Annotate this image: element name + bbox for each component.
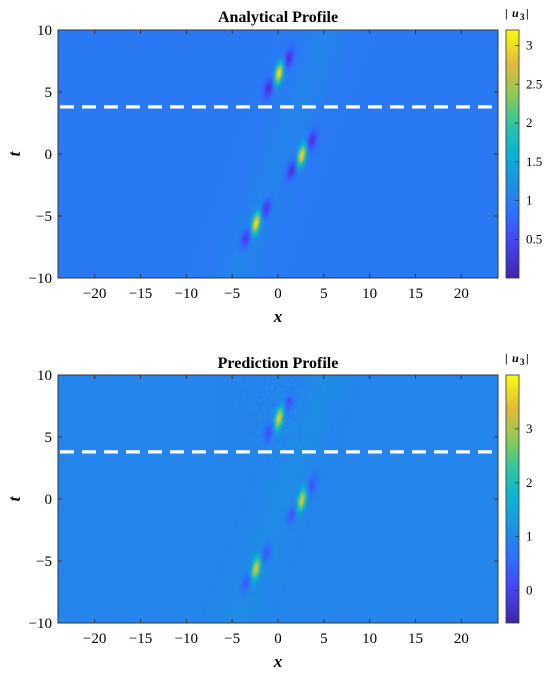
x-tick-label: 5 [320, 631, 328, 647]
x-tick-label: −10 [175, 631, 198, 647]
x-tick-label: 10 [362, 286, 377, 302]
colorbar-tick-label: 2.5 [526, 76, 542, 91]
y-axis-label: t [5, 495, 24, 501]
svg-text:|: | [526, 351, 529, 365]
panel-analytical: Analytical Profile −20 −15 −10 −5 0 5 10 15 20 −… [5, 6, 542, 326]
y-tick-label: 0 [45, 492, 53, 508]
colorbar-tick-label: 3 [526, 38, 533, 53]
y-tick-label: 10 [37, 23, 52, 39]
x-ticks: −20 −15 −10 −5 0 5 10 15 20 [83, 30, 469, 302]
x-tick-label: −15 [129, 631, 152, 647]
panel-title: Analytical Profile [218, 9, 338, 26]
x-tick-label: −20 [83, 286, 106, 302]
x-tick-label: 15 [408, 631, 423, 647]
x-axis-label: x [273, 307, 283, 326]
x-tick-label: 20 [454, 631, 469, 647]
x-tick-label: 10 [362, 631, 377, 647]
colorbar-tick-label: 0.5 [526, 231, 542, 246]
colorbar-tick-label: 3 [526, 421, 533, 436]
panel-title: Prediction Profile [218, 355, 339, 372]
svg-text:3: 3 [520, 357, 525, 367]
y-tick-label: 0 [45, 147, 53, 163]
x-axis-label: x [273, 652, 283, 671]
colorbar-ticks: 0 1 2 3 [515, 421, 533, 598]
colorbar-tick-label: 1 [526, 529, 533, 544]
heatmap-image [58, 30, 498, 278]
x-tick-label: 0 [274, 286, 282, 302]
svg-text:|: | [526, 6, 529, 20]
colorbar-tick-label: 1.5 [526, 154, 542, 169]
colorbar-tick-label: 0 [526, 583, 533, 598]
y-tick-label: −10 [29, 271, 52, 287]
svg-text:|: | [505, 351, 508, 365]
x-tick-label: 20 [454, 286, 469, 302]
colorbar-label: | u 3 | [505, 351, 529, 367]
colorbar-tick-label: 2 [526, 115, 533, 130]
colorbar-gradient [505, 29, 520, 279]
colorbar-label: | u 3 | [505, 6, 529, 22]
colorbar-tick-label: 2 [526, 475, 533, 490]
colorbar: 0.5 1 1.5 2 2.5 3 | u 3 | [505, 6, 542, 279]
y-tick-label: 5 [45, 85, 53, 101]
colorbar-ticks: 0.5 1 1.5 2 2.5 3 [515, 38, 542, 246]
x-tick-label: −20 [83, 631, 106, 647]
x-tick-label: 5 [320, 286, 328, 302]
x-tick-label: −15 [129, 286, 152, 302]
y-tick-label: 5 [45, 430, 53, 446]
y-tick-label: −5 [36, 209, 52, 225]
svg-text:3: 3 [520, 12, 525, 22]
y-tick-label: −5 [36, 554, 52, 570]
colorbar: 0 1 2 3 | u 3 | [505, 351, 533, 624]
y-ticks: −10 −5 0 5 10 [29, 368, 498, 632]
panel-prediction: Prediction Profile −20 −15 −10 −5 0 5 10 15 20 −… [5, 351, 533, 671]
colorbar-tick-label: 1 [526, 193, 533, 208]
svg-text:|: | [505, 6, 508, 20]
svg-text:u: u [512, 351, 519, 365]
x-tick-label: −10 [175, 286, 198, 302]
y-axis-label: t [5, 150, 24, 156]
x-tick-label: −5 [224, 286, 240, 302]
x-tick-label: 15 [408, 286, 423, 302]
y-tick-label: 10 [37, 368, 52, 384]
x-tick-label: 0 [274, 631, 282, 647]
colorbar-gradient [505, 374, 520, 624]
y-tick-label: −10 [29, 616, 52, 632]
x-ticks: −20 −15 −10 −5 0 5 10 15 20 [83, 375, 469, 647]
svg-text:u: u [512, 6, 519, 20]
heatmap-image [58, 375, 498, 623]
x-tick-label: −5 [224, 631, 240, 647]
y-ticks: −10 −5 0 5 10 [29, 23, 498, 287]
